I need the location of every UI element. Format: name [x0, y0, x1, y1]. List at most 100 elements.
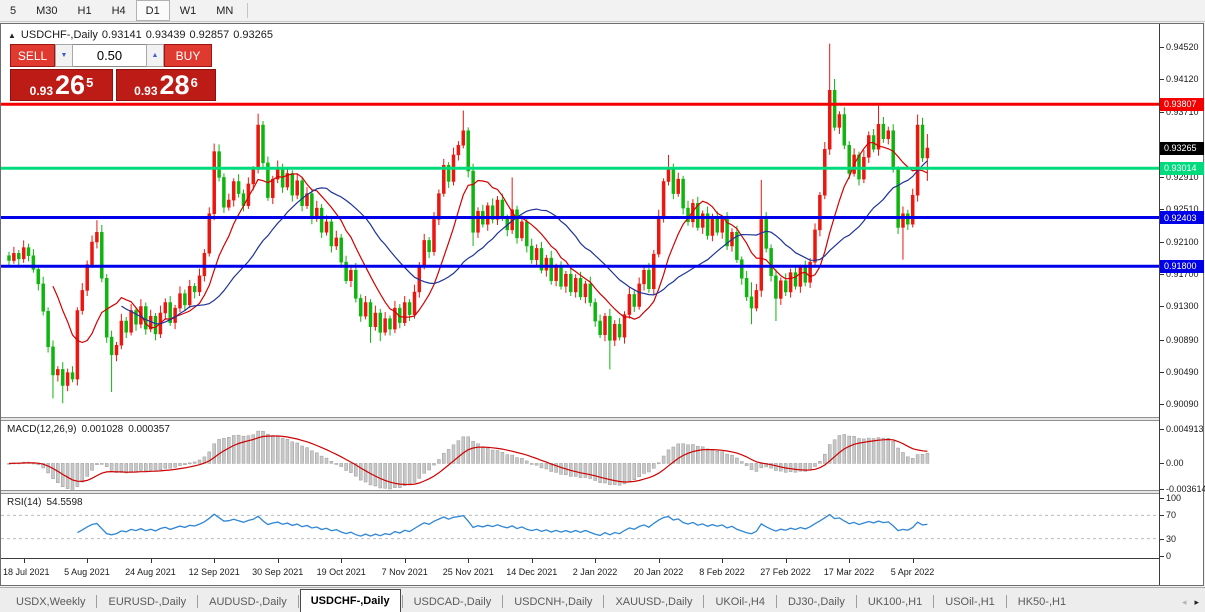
chart-tab-hk50[interactable]: HK50-,H1: [1017, 595, 1067, 608]
timeframe-button-m30[interactable]: M30: [36, 4, 58, 17]
price-level-badge: 0.93014: [1160, 161, 1204, 175]
date-tick: [214, 559, 216, 563]
tab-separator: [855, 595, 857, 608]
pane-splitter[interactable]: [1, 417, 1159, 421]
chart-tab-usoil[interactable]: USOil-,H1: [945, 595, 995, 608]
ohlc-low: 0.92857: [189, 29, 230, 41]
volume-decrease-button[interactable]: ▼: [55, 44, 73, 67]
chart-tab-usdchf[interactable]: USDCHF-,Daily: [299, 589, 401, 612]
date-tick: [658, 559, 660, 563]
tab-separator: [703, 595, 705, 608]
price-tick-label: 0.91700: [1166, 269, 1199, 280]
buy-button[interactable]: BUY: [164, 44, 212, 67]
date-tick: [468, 559, 470, 563]
date-tick: [23, 559, 25, 563]
axis-tick: [1160, 339, 1164, 341]
price-pane[interactable]: ▲ USDCHF-,Daily 0.93141 0.93439 0.92857 0.932…: [1, 25, 1159, 417]
chart-tab-usdx[interactable]: USDX,Weekly: [16, 595, 86, 608]
volume-input[interactable]: [73, 44, 146, 67]
axis-tick: [1160, 488, 1164, 490]
toolbar-separator: [247, 3, 249, 18]
timeframe-button-h4[interactable]: H4: [111, 4, 126, 17]
macd-main-value: 0.001028: [81, 424, 124, 435]
price-tick-label: 0.90490: [1166, 366, 1199, 377]
timeframe-button-w1[interactable]: W1: [179, 4, 197, 17]
price-tick-label: 0.90890: [1166, 334, 1199, 345]
date-tick: [341, 559, 343, 563]
chart-window: ▲ USDCHF-,Daily 0.93141 0.93439 0.92857 0.932…: [0, 23, 1205, 586]
buy-price-pips: 28: [159, 70, 190, 100]
pane-splitter[interactable]: [1, 490, 1159, 494]
axis-tick: [1160, 498, 1164, 499]
chart-tab-usdcad[interactable]: USDCAD-,Daily: [413, 595, 492, 608]
price-tick-label: 0.92510: [1166, 203, 1199, 214]
price-tick-label: 0.92910: [1166, 171, 1199, 182]
rsi-pane[interactable]: RSI(14) 54.5598: [1, 494, 1159, 558]
symbol-tab-bar: USDX,Weekly EURUSD-,Daily AUDUSD-,Daily USD…: [0, 587, 1205, 612]
collapse-trade-panel-icon[interactable]: ▲: [8, 31, 16, 40]
rsi-chart: [1, 513, 1159, 540]
tab-scroll-right-icon[interactable]: ▸: [1194, 597, 1199, 607]
sell-button[interactable]: SELL: [10, 44, 55, 67]
sell-price-display[interactable]: 0.93 26 5: [10, 69, 113, 101]
chart-tab-usdcnh[interactable]: USDCNH-,Daily: [514, 595, 593, 608]
date-label: 27 Feb 2022: [760, 567, 811, 577]
chart-tab-ukoil[interactable]: UKOil-,H4: [715, 595, 765, 608]
volume-increase-button[interactable]: ▲: [146, 44, 164, 67]
price-level-badge: 0.91800: [1160, 259, 1204, 273]
macd-tick-label: -0.003614: [1166, 483, 1205, 494]
date-label: 30 Sep 2021: [252, 567, 304, 577]
sell-price-pips: 26: [55, 70, 86, 100]
axis-tick: [1160, 538, 1164, 540]
date-label: 5 Apr 2022: [890, 567, 935, 577]
timeframe-button-d1[interactable]: D1: [135, 0, 170, 21]
axis-tick: [1160, 46, 1164, 48]
tab-separator: [603, 595, 605, 608]
price-tick-label: 0.90090: [1166, 399, 1199, 410]
axis-tick: [1160, 463, 1164, 465]
tab-separator: [775, 595, 777, 608]
chart-tab-dj30[interactable]: DJ30-,Daily: [787, 595, 845, 608]
axis-tick: [1160, 515, 1164, 517]
date-label: 24 Aug 2021: [125, 567, 176, 577]
macd-tick-label: 0.00: [1166, 458, 1184, 469]
sell-price-point: 5: [86, 75, 94, 90]
axis-tick: [1160, 428, 1164, 430]
price-level-badge: 0.93807: [1160, 97, 1204, 111]
date-tick: [722, 559, 724, 563]
date-label: 25 Nov 2021: [442, 567, 494, 577]
timeframe-button-5[interactable]: 5: [10, 4, 17, 17]
date-label: 18 Jul 2021: [3, 567, 50, 577]
tab-separator: [197, 595, 199, 608]
macd-chart: [7, 430, 930, 490]
tab-scroll-left-icon[interactable]: ◂: [1181, 597, 1187, 607]
date-tick: [785, 559, 787, 563]
chart-tab-xauusd[interactable]: XAUUSD-,Daily: [615, 595, 693, 608]
timeframe-button-h1[interactable]: H1: [77, 4, 92, 17]
rsi-tick-label: 100: [1166, 493, 1182, 503]
macd-pane[interactable]: MACD(12,26,9) 0.001028 0.000357: [1, 421, 1159, 490]
price-tick-label: 0.93710: [1166, 107, 1199, 118]
date-label: 2 Jan 2022: [572, 567, 618, 577]
chart-tab-audusd[interactable]: AUDUSD-,Daily: [209, 595, 287, 608]
axis-tick: [1160, 176, 1164, 178]
date-axis[interactable]: 18 Jul 2021 5 Aug 2021 24 Aug 2021 12 Sep 2…: [1, 558, 1159, 585]
price-tick-label: 0.94120: [1166, 74, 1199, 85]
price-axis[interactable]: 0.94520 0.94120 0.93710 0.92910 0.92510 0.921…: [1159, 24, 1205, 585]
axis-tick: [1160, 112, 1164, 114]
price-tick-label: 0.91300: [1166, 301, 1199, 312]
timeframe-button-mn[interactable]: MN: [216, 4, 234, 17]
buy-price-display[interactable]: 0.93 28 6: [116, 69, 216, 101]
chart-tab-uk100[interactable]: UK100-,H1: [867, 595, 923, 608]
rsi-tick-label: 30: [1166, 533, 1177, 544]
date-tick: [595, 559, 597, 563]
macd-tick-label: 0.004913: [1166, 423, 1204, 434]
timeframe-toolbar: 5 M30 H1 H4 D1 W1 MN: [0, 0, 1205, 22]
date-label: 12 Sep 2021: [188, 567, 240, 577]
tab-separator: [401, 595, 403, 608]
ohlc-close: 0.93265: [233, 29, 273, 41]
chart-tab-eurusd[interactable]: EURUSD-,Daily: [108, 595, 187, 608]
ohlc-high: 0.93439: [145, 29, 186, 41]
axis-tick: [1160, 79, 1164, 81]
